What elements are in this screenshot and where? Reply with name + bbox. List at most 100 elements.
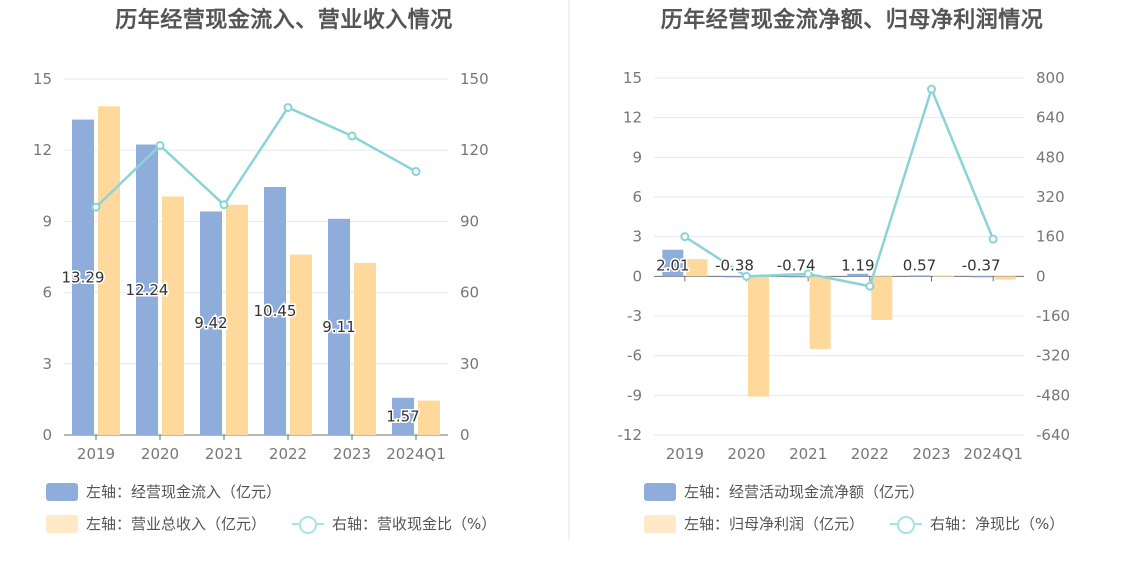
bar-series-1: [392, 397, 414, 435]
bar-data-label: -0.37: [962, 256, 1001, 274]
legend-item-net-profit[interactable]: 左轴：归母净利润（亿元）: [644, 513, 864, 534]
left-axis-tick-label: 12: [33, 141, 52, 159]
right-axis-tick-label: -320: [1036, 347, 1070, 365]
bar-series-1: [724, 276, 745, 278]
bar-data-label: 13.29: [62, 268, 105, 286]
right-axis-tick-label: 480: [1036, 148, 1065, 166]
bar-series-1: [970, 276, 992, 278]
bar-series-2: [686, 259, 708, 277]
left-axis-tick-label: -3: [627, 307, 642, 325]
legend-swatch-net-profit: [644, 514, 676, 533]
left-axis-tick-label: 3: [632, 228, 642, 246]
left-axis-tick-label: -6: [627, 347, 642, 365]
bar-data-label: 1.19: [841, 256, 874, 274]
legend-item-cash-ratio[interactable]: 右轴：营收现金比（%）: [292, 513, 496, 534]
x-axis-tick-label: 2022: [269, 445, 307, 463]
right-axis-tick-label: 160: [1036, 228, 1065, 246]
bar-series-2: [809, 276, 831, 350]
right-axis-tick-label: 320: [1036, 188, 1065, 206]
bar-data-label: 9.11: [322, 318, 355, 336]
line-point: [347, 131, 357, 141]
legend-item-revenue[interactable]: 左轴：营业总收入（亿元）: [46, 513, 266, 534]
legend-item-net-cash-ratio[interactable]: 右轴：净现比（%）: [890, 513, 1064, 534]
legend-label-net-cash-flow: 左轴：经营活动现金流净额（亿元）: [684, 483, 925, 501]
right-axis-tick-label: -160: [1036, 307, 1070, 325]
bar-series-2: [871, 276, 893, 320]
line-point: [411, 167, 421, 177]
legend-swatch-revenue: [46, 514, 78, 533]
chart-panel-right: 历年经营现金流净额、归母净利润情况 -12 -9 -6 -3 0 3 6 9 12 15 -640-…: [570, 0, 1134, 582]
bar-data-label: 12.24: [126, 281, 169, 299]
legend-item-net-cash-flow[interactable]: 左轴：经营活动现金流净额（亿元）: [644, 481, 924, 502]
left-axis-tick-label: 15: [33, 70, 52, 88]
left-axis-tick-label: 3: [42, 355, 52, 373]
bar-data-label: -0.74: [777, 256, 816, 274]
bar-data-label: 2.01: [656, 256, 689, 274]
left-axis-tick-label: 9: [632, 148, 642, 166]
bar-data-label: -0.38: [715, 256, 754, 274]
left-axis-tick-label: 6: [632, 188, 642, 206]
bar-series-1: [264, 186, 286, 435]
bar-series-2: [994, 276, 1016, 280]
chart-panel-left: 历年经营现金流入、营业收入情况 0 3 6 9 12 15 0 30 60 90 120 150 201…: [33, 8, 496, 534]
right-axis-tick-label: 640: [1036, 109, 1065, 127]
right-axis-tick-label: 60: [460, 284, 479, 302]
left-axis-tick-label: -12: [618, 426, 643, 444]
bar-data-label: 9.42: [194, 314, 227, 332]
legend-label-revenue: 左轴：营业总收入（亿元）: [86, 515, 267, 533]
legend-swatch-cash-inflow: [46, 482, 78, 501]
x-axis-tick-label: 2023: [912, 445, 950, 463]
chart-right-svg: -12 -9 -6 -3 0 3 6 9 12 15 -640 -480 -320 -160 0 160 320…: [618, 69, 1071, 463]
left-axis-tick-label: 15: [623, 69, 642, 87]
bar-series-2: [354, 262, 376, 435]
x-axis-tick-label: 2021: [789, 445, 827, 463]
legend-swatch-net-cash-flow: [644, 482, 676, 501]
bar-data-label: 10.45: [254, 302, 297, 320]
bar-series-2: [162, 196, 184, 435]
line-point: [219, 200, 229, 210]
left-axis-tick-label: 0: [42, 426, 52, 444]
x-axis-tick-label: 2019: [77, 445, 115, 463]
line-point: [283, 102, 293, 112]
x-axis-tick-label: 2024Q1: [963, 445, 1023, 463]
x-axis-tick-label: 2023: [333, 445, 371, 463]
bar-series-1: [847, 273, 869, 277]
line-point: [927, 84, 936, 94]
right-axis-tick-label: -640: [1036, 426, 1070, 444]
line-point: [988, 234, 998, 244]
x-axis-tick-label: 2022: [851, 445, 889, 463]
line-point: [155, 140, 165, 150]
legend-label-cash-inflow: 左轴：经营现金流入（亿元）: [86, 483, 282, 501]
bar-data-label: 0.57: [903, 256, 936, 274]
legend-label-cash-ratio: 右轴：营收现金比（%）: [332, 515, 497, 533]
right-axis-tick-label: 90: [460, 212, 479, 230]
right-axis-tick-label: 0: [1036, 267, 1046, 285]
right-axis-tick-label: 800: [1036, 69, 1065, 87]
right-axis-tick-label: 0: [460, 426, 470, 444]
legend-label-net-profit: 左轴：归母净利润（亿元）: [684, 515, 865, 533]
line-point: [680, 232, 690, 242]
line-point: [803, 269, 813, 279]
bar-series-1: [72, 119, 94, 436]
line-point: [91, 202, 101, 212]
bar-series-1: [328, 218, 350, 435]
x-axis-tick-label: 2021: [205, 445, 243, 463]
left-axis-tick-label: -9: [627, 386, 642, 404]
line-series: [95, 105, 417, 209]
line-series: [684, 85, 995, 288]
line-point: [865, 281, 875, 291]
bar-series-2: [933, 275, 954, 277]
x-axis-tick-label: 2020: [727, 445, 765, 463]
legend-swatch-cash-ratio: [292, 515, 324, 534]
bar-series-1: [662, 249, 684, 277]
right-axis-tick-label: 150: [460, 70, 489, 88]
right-axis-tick-label: 30: [460, 355, 479, 373]
bar-series-2: [226, 204, 248, 435]
x-axis-tick-label: 2024Q1: [386, 445, 446, 463]
bar-series-1: [200, 211, 222, 435]
left-axis-tick-label: 6: [42, 284, 52, 302]
bar-series-2: [290, 254, 312, 435]
bar-series-1: [909, 275, 930, 277]
legend-item-cash-inflow[interactable]: 左轴：经营现金流入（亿元）: [46, 481, 281, 502]
